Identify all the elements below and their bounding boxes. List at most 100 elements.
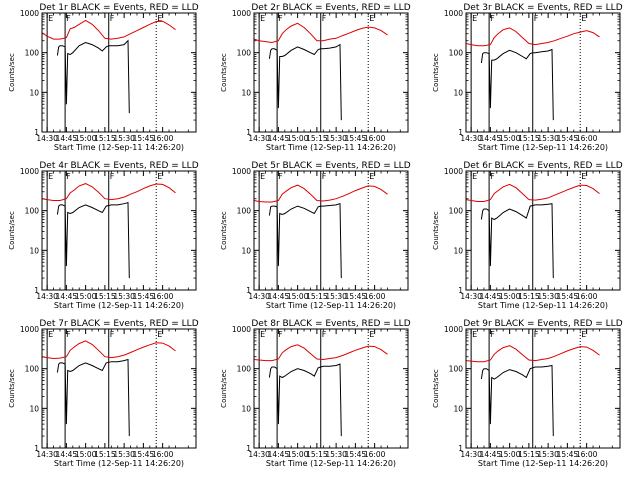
plot-frame [253, 170, 409, 291]
flag-label: F [278, 330, 283, 339]
y-tick-label: 1000 [444, 167, 463, 176]
flag-label: F [66, 172, 71, 181]
x-axis-label: Start Time (12-Sep-11 14:26:20) [54, 143, 184, 152]
y-axis-label: Counts/sec [220, 369, 228, 408]
y-tick-label: 100 [449, 207, 464, 216]
y-tick-label: 1000 [444, 9, 463, 18]
series-line-lld [254, 184, 388, 203]
x-tick-label: 14:45 [480, 292, 502, 301]
plot-frame [465, 328, 621, 449]
x-tick-label: 14:30 [248, 292, 270, 301]
y-axis-label: Counts/sec [432, 369, 440, 408]
y-tick-label: 100 [449, 49, 464, 58]
x-tick-label: 14:30 [36, 450, 58, 459]
plot-frame [41, 12, 197, 133]
series-line-events [480, 48, 554, 121]
series-line-events [268, 203, 342, 279]
flag-label: E [48, 14, 53, 23]
x-tick-label: 16:00 [576, 292, 598, 301]
series-line-events [56, 39, 130, 114]
flag-label: E [48, 172, 53, 181]
y-tick-label: 1000 [232, 325, 251, 334]
x-tick-label: 15:15 [518, 450, 540, 459]
x-tick-label: 16:00 [576, 450, 598, 459]
series-line-lld [254, 344, 388, 362]
flag-label: E [260, 172, 265, 181]
x-tick-label: 15:00 [499, 292, 521, 301]
x-axis-label: Start Time (12-Sep-11 14:26:20) [478, 301, 608, 310]
detector-panel: Det 7r BLACK = Events, RED = LLD 1 10 100 10… [8, 319, 199, 468]
x-tick-label: 14:30 [248, 134, 270, 143]
x-tick-label: 15:15 [518, 134, 540, 143]
x-tick-label: 15:00 [75, 292, 97, 301]
y-axis-label: Counts/sec [8, 53, 16, 92]
flag-label: F [278, 14, 283, 23]
x-tick-label: 15:30 [537, 450, 559, 459]
flag-label: F [534, 14, 539, 23]
y-tick-label: 1000 [232, 167, 251, 176]
y-tick-label: 1 [246, 128, 251, 137]
x-tick-label: 15:30 [325, 134, 347, 143]
x-tick-label: 14:45 [56, 292, 78, 301]
detector-panel: Det 5r BLACK = Events, RED = LLD 1 10 100 10… [220, 161, 411, 310]
x-tick-label: 15:15 [518, 292, 540, 301]
y-tick-label: 1000 [20, 9, 39, 18]
flag-label: F [490, 330, 495, 339]
panel-title: Det 5r BLACK = Events, RED = LLD [251, 161, 410, 171]
flag-label: F [322, 172, 327, 181]
y-tick-label: 1000 [20, 325, 39, 334]
x-tick-label: 15:15 [94, 292, 116, 301]
flag-label: F [66, 14, 71, 23]
y-axis-label: Counts/sec [432, 211, 440, 250]
flag-label: F [110, 172, 115, 181]
flag-label: E [260, 330, 265, 339]
x-tick-label: 15:00 [499, 134, 521, 143]
x-tick-label: 14:45 [268, 134, 290, 143]
x-tick-label: 15:45 [345, 134, 367, 143]
flag-label: F [66, 330, 71, 339]
y-tick-label: 10 [453, 88, 463, 97]
panel-title: Det 1r BLACK = Events, RED = LLD [39, 3, 198, 13]
detector-panel: Det 8r BLACK = Events, RED = LLD 1 10 100 10… [220, 319, 411, 468]
x-tick-label: 16:00 [152, 134, 174, 143]
y-tick-label: 100 [237, 365, 252, 374]
x-axis-label: Start Time (12-Sep-11 14:26:20) [54, 301, 184, 310]
flag-label: E [472, 14, 477, 23]
flag-label: E [581, 14, 586, 23]
y-tick-label: 10 [453, 246, 463, 255]
y-tick-label: 100 [237, 207, 252, 216]
x-tick-label: 14:45 [268, 292, 290, 301]
x-tick-label: 15:00 [287, 450, 309, 459]
panel-title: Det 6r BLACK = Events, RED = LLD [463, 161, 622, 171]
detector-panel: Det 1r BLACK = Events, RED = LLD 1 10 100 10… [8, 3, 199, 152]
flag-label: F [322, 330, 327, 339]
y-tick-label: 10 [29, 246, 39, 255]
panel-title: Det 2r BLACK = Events, RED = LLD [251, 3, 410, 13]
x-tick-label: 15:45 [557, 134, 579, 143]
x-tick-label: 15:15 [306, 134, 328, 143]
x-tick-label: 15:30 [537, 292, 559, 301]
plot-frame [253, 328, 409, 449]
y-tick-label: 100 [449, 365, 464, 374]
flag-label: E [260, 14, 265, 23]
x-tick-label: 14:45 [56, 134, 78, 143]
y-tick-label: 1 [34, 444, 39, 453]
x-tick-label: 15:30 [113, 292, 135, 301]
flag-label: E [157, 172, 162, 181]
x-tick-label: 15:45 [345, 292, 367, 301]
x-tick-label: 14:45 [56, 450, 78, 459]
panel-title: Det 7r BLACK = Events, RED = LLD [39, 319, 198, 329]
x-tick-label: 15:30 [325, 292, 347, 301]
x-tick-label: 16:00 [152, 450, 174, 459]
panel-title: Det 9r BLACK = Events, RED = LLD [463, 319, 622, 329]
detector-panel: Det 9r BLACK = Events, RED = LLD 1 10 100 10… [432, 319, 623, 468]
y-tick-label: 10 [241, 88, 251, 97]
x-tick-label: 15:15 [94, 450, 116, 459]
flag-label: F [110, 330, 115, 339]
flag-label: E [157, 14, 162, 23]
x-tick-label: 14:30 [460, 134, 482, 143]
plot-frame [465, 12, 621, 133]
y-axis-label: Counts/sec [8, 369, 16, 408]
x-tick-label: 14:45 [480, 450, 502, 459]
flag-label: F [534, 172, 539, 181]
